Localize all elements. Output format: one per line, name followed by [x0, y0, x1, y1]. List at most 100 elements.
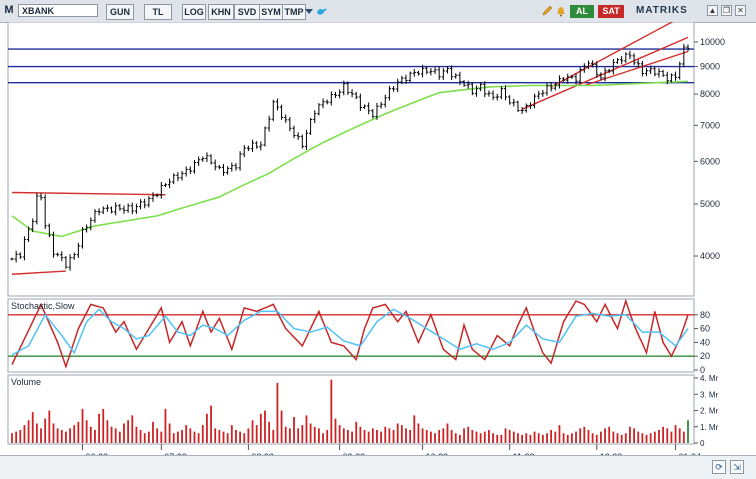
stochastic-line-0: [11, 298, 689, 369]
ohlc-bar: [304, 129, 309, 150]
trend-channel-line-1-2[interactable]: [584, 50, 689, 87]
volume-bar: [15, 431, 18, 443]
ohlc-bar: [400, 75, 404, 85]
volume-bar: [197, 433, 200, 443]
volume-bar: [268, 421, 271, 443]
ohlc-bar: [404, 74, 408, 84]
volume-bar: [446, 423, 449, 443]
edit-icon[interactable]: [541, 4, 553, 18]
ohlc-bar: [524, 103, 528, 113]
ohlc-bar: [238, 151, 242, 171]
volume-bar: [152, 421, 154, 443]
date-tick-label: 06.23: [86, 452, 109, 455]
ohlc-bar: [43, 194, 47, 230]
ohlc-bar: [379, 101, 383, 109]
volume-bar: [35, 423, 38, 443]
volume-bar: [454, 433, 457, 443]
price-tick-label: 8000: [700, 89, 720, 99]
volume-bar: [529, 434, 532, 443]
dropdown-icon[interactable]: [304, 4, 314, 18]
volume-bar: [193, 431, 196, 443]
khn-button[interactable]: KHN: [208, 4, 234, 20]
trend-channel-line-0-0[interactable]: [11, 191, 166, 196]
volume-bar: [85, 420, 88, 443]
ohlc-bar: [292, 125, 296, 139]
volume-bar: [69, 428, 71, 443]
bird-icon[interactable]: [316, 4, 328, 18]
volume-bar: [583, 426, 586, 443]
ohlc-bar: [644, 68, 649, 77]
restore-icon[interactable]: ❐: [721, 5, 732, 16]
trend-channel-line-0-1[interactable]: [11, 270, 66, 275]
ohlc-bar: [10, 257, 14, 261]
sym-button[interactable]: SYM: [259, 4, 283, 20]
volume-bar: [347, 430, 349, 443]
zoom-icon[interactable]: ⇲: [730, 460, 744, 474]
volume-bar: [533, 431, 536, 443]
volume-bar: [351, 431, 353, 443]
buy-button[interactable]: AL: [570, 5, 594, 18]
volume-bar: [276, 382, 279, 443]
date-tick-label: 01.24: [679, 452, 702, 455]
ohlc-bar: [151, 192, 155, 202]
volume-bar: [409, 430, 412, 443]
volume-bar: [156, 428, 159, 443]
volume-bar: [123, 423, 125, 443]
volume-bar: [251, 420, 254, 443]
period-button[interactable]: GUN: [106, 4, 134, 20]
currency-button[interactable]: TL: [144, 4, 172, 20]
ohlc-bar: [97, 208, 101, 216]
volume-bar: [467, 426, 470, 443]
stochastic-tick-label: 80: [700, 310, 710, 320]
volume-bar: [504, 428, 507, 443]
ohlc-bar: [85, 224, 89, 233]
volume-bar: [139, 430, 142, 443]
price-tick-label: 6000: [700, 156, 720, 166]
ohlc-bar: [159, 181, 163, 199]
volume-bar: [330, 379, 333, 443]
menu-button[interactable]: M: [4, 4, 14, 16]
sell-button[interactable]: SAT: [598, 5, 624, 18]
ohlc-bar: [454, 73, 458, 79]
ohlc-bar: [101, 206, 105, 215]
chart-area[interactable]: 4000500060007000800090001000002040608001…: [0, 22, 756, 455]
volume-bar: [77, 421, 80, 443]
price-panel[interactable]: [7, 22, 695, 297]
ohlc-bar: [429, 68, 433, 76]
ohlc-bar: [582, 63, 586, 73]
volume-bar: [670, 431, 673, 443]
ohlc-bar: [499, 86, 503, 100]
ohlc-bar: [458, 71, 462, 86]
symbol-input[interactable]: XBANK: [18, 4, 98, 17]
ohlc-bar: [503, 85, 508, 101]
arrow-up-icon[interactable]: ▲: [707, 5, 718, 16]
volume-bar: [616, 433, 619, 443]
ohlc-bar: [450, 65, 454, 81]
volume-tick-label: 1. Mr: [700, 423, 719, 432]
ohlc-bar: [205, 152, 209, 162]
ohlc-bar: [300, 134, 304, 149]
stochastic-tick-label: 60: [700, 324, 710, 334]
volume-bar: [135, 426, 138, 443]
tmp-button[interactable]: TMP: [282, 4, 306, 20]
bell-icon[interactable]: [555, 4, 567, 18]
svd-button[interactable]: SVD: [234, 4, 260, 20]
ohlc-bar: [333, 91, 338, 99]
ohlc-bar: [661, 69, 665, 77]
close-icon[interactable]: ✕: [735, 5, 746, 16]
volume-bar: [579, 428, 582, 443]
volume-bar: [94, 430, 96, 443]
volume-bar: [338, 425, 341, 443]
ohlc-bar: [466, 80, 470, 89]
ohlc-bar: [288, 116, 292, 132]
ohlc-bar: [197, 156, 201, 166]
stochastic-panel[interactable]: [7, 298, 695, 373]
trend-channel-line-1-1[interactable]: [550, 22, 688, 88]
log-button[interactable]: LOG: [182, 4, 206, 20]
volume-bar: [525, 433, 528, 443]
refresh-icon[interactable]: ⟳: [712, 460, 726, 474]
ohlc-bar: [420, 64, 425, 78]
volume-bar: [214, 428, 217, 443]
volume-bar: [189, 428, 192, 443]
ohlc-bar: [611, 58, 615, 75]
